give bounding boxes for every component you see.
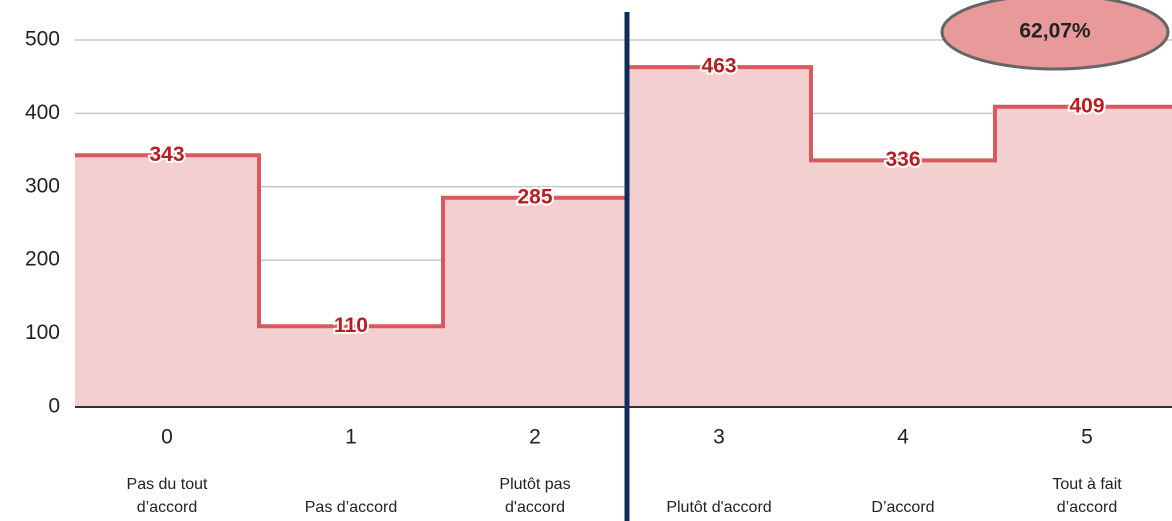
- x-tick-label: 1: [345, 426, 357, 449]
- y-tick-label: 300: [25, 174, 60, 197]
- x-tick-label: 4: [897, 426, 909, 449]
- y-tick-label: 500: [25, 28, 60, 51]
- data-label: 463: [701, 55, 736, 78]
- data-label: 343: [149, 143, 184, 166]
- y-tick-label: 100: [25, 321, 60, 344]
- category-description: Plutôt d'accord: [666, 499, 771, 516]
- data-label: 285: [517, 185, 552, 208]
- category-description: Tout à fait: [1052, 476, 1122, 493]
- category-description: d’accord: [1057, 499, 1117, 516]
- y-tick-label: 400: [25, 101, 60, 124]
- data-label: 110: [334, 314, 368, 337]
- area: [75, 67, 1172, 408]
- x-tick-label: 2: [529, 426, 541, 449]
- data-label: 409: [1069, 94, 1104, 117]
- data-label: 336: [885, 148, 920, 171]
- category-description: Pas du tout: [127, 476, 209, 493]
- category-description: D’accord: [871, 499, 934, 516]
- y-tick-label: 200: [25, 248, 60, 271]
- x-tick-label: 5: [1081, 426, 1093, 449]
- y-tick-label: 0: [48, 395, 60, 418]
- annotation: 62,07%: [1019, 20, 1091, 43]
- annotation-bubble: [940, 0, 1170, 71]
- x-tick-label: 0: [161, 426, 173, 449]
- category-description: d'accord: [505, 499, 565, 516]
- category-description: d’accord: [137, 499, 197, 516]
- category-description: Pas d’accord: [305, 499, 398, 516]
- x-tick-label: 3: [713, 426, 725, 449]
- category-description: Plutôt pas: [499, 476, 570, 493]
